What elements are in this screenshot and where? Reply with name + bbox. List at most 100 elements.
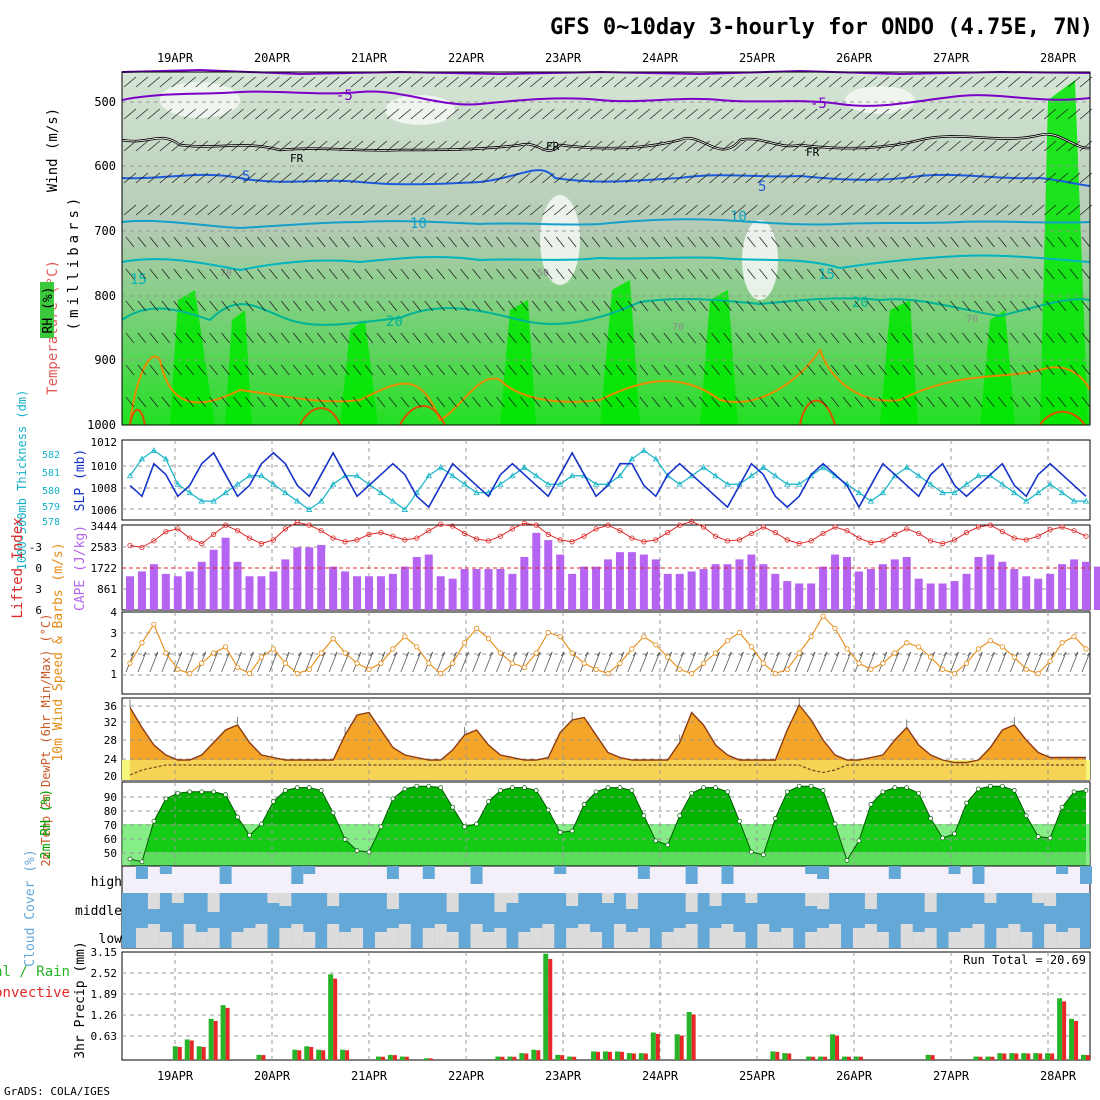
wind-barb xyxy=(962,332,971,344)
wind-barb xyxy=(245,332,254,344)
cloud-low-cell xyxy=(829,924,842,948)
wind-barb xyxy=(854,332,864,344)
wind-barb xyxy=(625,172,639,184)
cape-bar xyxy=(890,559,899,610)
wind-barb xyxy=(1033,651,1043,673)
pressure-tick: 600 xyxy=(94,159,116,173)
thickness-point xyxy=(222,489,229,496)
thickness-point xyxy=(963,480,970,487)
li-point xyxy=(497,533,504,539)
li-point xyxy=(139,544,145,550)
wind-barb xyxy=(816,204,830,216)
cloud-low-cell xyxy=(769,932,782,948)
li-point xyxy=(1011,535,1017,541)
wind-barb xyxy=(890,364,900,376)
rh-point xyxy=(498,788,503,793)
wind-barb xyxy=(388,300,398,312)
wind-barb xyxy=(255,140,268,152)
wind-barb xyxy=(984,172,997,184)
wind-barb xyxy=(460,300,469,312)
thickness-point xyxy=(557,480,564,487)
wind-barb xyxy=(470,172,483,184)
wind-barb xyxy=(890,236,900,248)
wind-barb xyxy=(171,140,185,152)
cape-bar xyxy=(281,559,290,610)
wind-barb xyxy=(1008,108,1021,120)
temp-line xyxy=(129,703,1086,764)
cape-bar xyxy=(795,583,804,610)
wind-barb-flag xyxy=(393,651,398,657)
li-point xyxy=(856,535,862,541)
wind-barb xyxy=(340,300,350,312)
precip-convective-bar xyxy=(787,1053,792,1060)
wind-barb xyxy=(542,76,555,88)
wind-barb xyxy=(637,172,651,184)
wind-barb xyxy=(769,172,782,184)
li-point xyxy=(629,535,635,541)
wind-barb-flag xyxy=(1038,651,1043,657)
rh-point xyxy=(151,818,157,824)
rh-point xyxy=(510,785,515,790)
wind-barb xyxy=(316,332,326,344)
wind-barb xyxy=(661,108,674,120)
wind-barb xyxy=(386,204,400,216)
wind-barb xyxy=(627,651,637,673)
wind-barb xyxy=(207,204,220,216)
wind-barb-flag xyxy=(752,651,756,657)
temp-axis-label: 2m Temp 2m DewPt (6hr Min/Max) (°C) xyxy=(39,614,53,867)
li-point xyxy=(342,539,348,545)
wind-barb xyxy=(161,300,171,312)
wind-barb xyxy=(293,396,302,408)
li-point xyxy=(366,531,372,537)
wind-speed-point xyxy=(366,666,372,673)
wind-barb xyxy=(1043,76,1057,88)
wind-barb xyxy=(866,300,876,312)
wind-barb-flag xyxy=(190,651,195,657)
wind-barb-flag xyxy=(381,651,386,657)
wind-barb xyxy=(926,268,935,280)
wind-barb xyxy=(532,300,541,312)
wind-barb xyxy=(986,651,995,673)
rh-point xyxy=(999,783,1005,789)
wind-speed-point xyxy=(617,660,623,666)
wind-barb xyxy=(123,204,137,216)
wind-barb xyxy=(269,300,278,312)
wind-barb xyxy=(400,332,410,344)
wind-speed-point xyxy=(426,660,432,666)
wind-barb xyxy=(567,396,577,408)
rh-point xyxy=(677,813,683,818)
li-point xyxy=(294,519,300,525)
wind-barb xyxy=(745,204,758,216)
wind-barb xyxy=(374,204,388,216)
wind-barb xyxy=(1045,332,1055,344)
wind-barb xyxy=(723,364,732,376)
wind-barb xyxy=(292,651,302,673)
wind-barb xyxy=(673,172,686,184)
wind-barb xyxy=(1033,236,1043,248)
thickness-point xyxy=(198,497,205,504)
slp-panel-frame xyxy=(121,439,1091,521)
rh-point xyxy=(880,789,886,795)
precip-convective-bar xyxy=(930,1055,935,1060)
precip-convective-bar xyxy=(189,1040,194,1060)
rh-plume xyxy=(980,310,1015,425)
rh-point xyxy=(617,785,623,790)
wind-barb-flag xyxy=(728,651,732,657)
wind-barb xyxy=(532,268,541,280)
wind-barb xyxy=(508,236,517,248)
cloud-low-cell xyxy=(781,928,794,948)
wind-barb xyxy=(314,76,328,88)
wind-barb xyxy=(291,172,304,184)
rh-point xyxy=(259,821,264,827)
wind-barb xyxy=(1081,236,1091,248)
wind-barb xyxy=(912,108,925,120)
wind-barb xyxy=(269,364,278,376)
rh-point xyxy=(892,785,898,790)
wind-barb xyxy=(484,236,493,248)
wind-barb xyxy=(314,172,328,184)
rh-dry-patch xyxy=(160,82,240,118)
wind-barb xyxy=(316,268,326,280)
li-point xyxy=(461,530,468,537)
li-point xyxy=(880,538,886,544)
wind-barb xyxy=(723,236,732,248)
